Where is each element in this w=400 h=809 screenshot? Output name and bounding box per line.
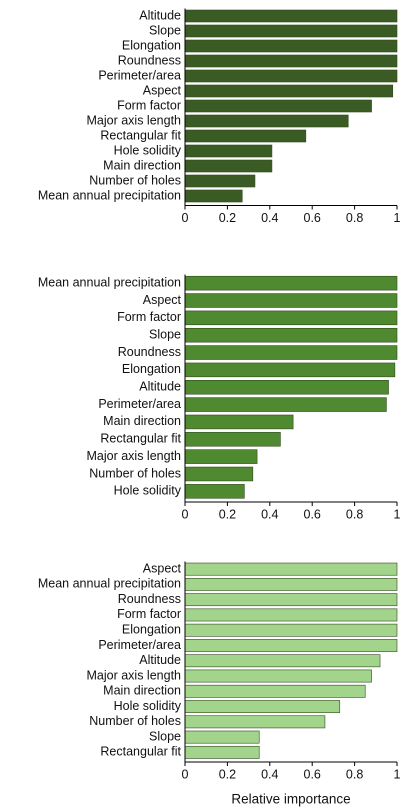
bar	[184, 275, 398, 291]
bar	[184, 144, 273, 158]
y-tick-label: Altitude	[139, 8, 181, 22]
bar	[184, 54, 398, 68]
bar	[184, 715, 326, 729]
y-tick-label: Aspect	[143, 561, 182, 575]
y-tick-label: Perimeter/area	[98, 397, 181, 411]
y-tick-label: Slope	[149, 729, 181, 743]
bar	[184, 99, 372, 113]
bar	[184, 608, 398, 622]
y-tick-label: Form factor	[117, 98, 181, 112]
bar	[184, 577, 398, 591]
x-tick-label: 0.6	[304, 211, 321, 225]
bar	[184, 745, 260, 759]
y-tick-label: Form factor	[117, 607, 181, 621]
y-tick-label: Mean annual precipitation	[38, 188, 181, 202]
bar	[184, 562, 398, 576]
y-tick-label: Elongation	[122, 38, 181, 52]
y-tick-label: Mean annual precipitation	[38, 577, 181, 591]
bar	[184, 484, 245, 499]
x-tick-label: 0.2	[219, 767, 236, 781]
bar	[184, 700, 341, 713]
y-tick-label: Roundness	[118, 592, 181, 606]
bar	[184, 684, 366, 698]
bar	[184, 114, 349, 128]
y-tick-label: Major axis length	[87, 113, 182, 127]
x-tick-label: 0.8	[346, 211, 363, 225]
bar	[184, 730, 260, 744]
bar	[184, 362, 396, 378]
y-tick-label: Elongation	[122, 362, 181, 376]
bar	[184, 432, 281, 447]
x-tick-label: 0.2	[219, 211, 236, 225]
x-tick-label: 0.4	[261, 211, 278, 225]
x-tick-label: 0	[182, 507, 189, 521]
y-tick-label: Roundness	[118, 53, 181, 67]
x-tick-label: 0	[182, 211, 189, 225]
y-tick-label: Aspect	[143, 83, 182, 97]
bar	[184, 654, 381, 668]
x-tick-label: 0	[182, 767, 189, 781]
y-tick-label: Hole solidity	[114, 484, 182, 498]
y-tick-label: Rectangular fit	[100, 128, 181, 142]
y-tick-label: Elongation	[122, 623, 181, 637]
bar	[184, 345, 398, 360]
bar	[184, 414, 294, 430]
bar	[184, 669, 372, 683]
bar	[184, 380, 389, 395]
y-tick-label: Altitude	[139, 653, 181, 667]
bar	[184, 159, 273, 173]
y-tick-label: Form factor	[117, 310, 181, 324]
y-tick-label: Major axis length	[87, 449, 182, 463]
x-tick-label: 0.2	[219, 507, 236, 521]
y-tick-label: Rectangular fit	[100, 745, 181, 759]
y-tick-label: Perimeter/area	[98, 68, 181, 82]
x-tick-label: 1	[394, 767, 400, 781]
y-tick-label: Number of holes	[89, 466, 181, 480]
bar	[184, 24, 398, 38]
y-tick-label: Roundness	[118, 345, 181, 359]
bar	[184, 593, 398, 607]
y-tick-label: Slope	[149, 328, 181, 342]
y-tick-label: Major axis length	[87, 668, 182, 682]
bar	[184, 293, 398, 308]
bar	[184, 189, 243, 203]
bar	[184, 466, 254, 482]
y-tick-label: Perimeter/area	[98, 638, 181, 652]
y-tick-label: Mean annual precipitation	[38, 275, 181, 289]
x-tick-label: 0.8	[346, 507, 363, 521]
x-axis-label: Relative importance	[231, 792, 350, 807]
bar	[184, 623, 398, 637]
x-tick-label: 0.4	[261, 767, 278, 781]
y-tick-label: Number of holes	[89, 714, 181, 728]
bar	[184, 84, 394, 98]
y-tick-label: Main direction	[103, 684, 181, 698]
x-tick-label: 0.6	[304, 507, 321, 521]
y-tick-label: Hole solidity	[114, 143, 182, 157]
bar	[184, 397, 387, 412]
x-tick-label: 1	[394, 211, 400, 225]
y-tick-label: Main direction	[103, 414, 181, 428]
bar	[184, 69, 398, 83]
y-tick-label: Rectangular fit	[100, 432, 181, 446]
bar	[184, 174, 256, 188]
x-tick-label: 0.6	[304, 767, 321, 781]
bar	[184, 327, 398, 343]
y-tick-label: Aspect	[143, 293, 182, 307]
bar	[184, 9, 398, 23]
y-tick-label: Number of holes	[89, 173, 181, 187]
bar	[184, 449, 258, 464]
bar	[184, 39, 398, 53]
y-tick-label: Hole solidity	[114, 699, 182, 713]
x-tick-label: 0.8	[346, 767, 363, 781]
y-tick-label: Altitude	[139, 380, 181, 394]
y-tick-label: Main direction	[103, 158, 181, 172]
y-tick-label: Slope	[149, 23, 181, 37]
x-tick-label: 0.4	[261, 507, 278, 521]
bar	[184, 639, 398, 652]
x-tick-label: 1	[394, 507, 400, 521]
bar	[184, 129, 307, 143]
bar	[184, 310, 398, 326]
